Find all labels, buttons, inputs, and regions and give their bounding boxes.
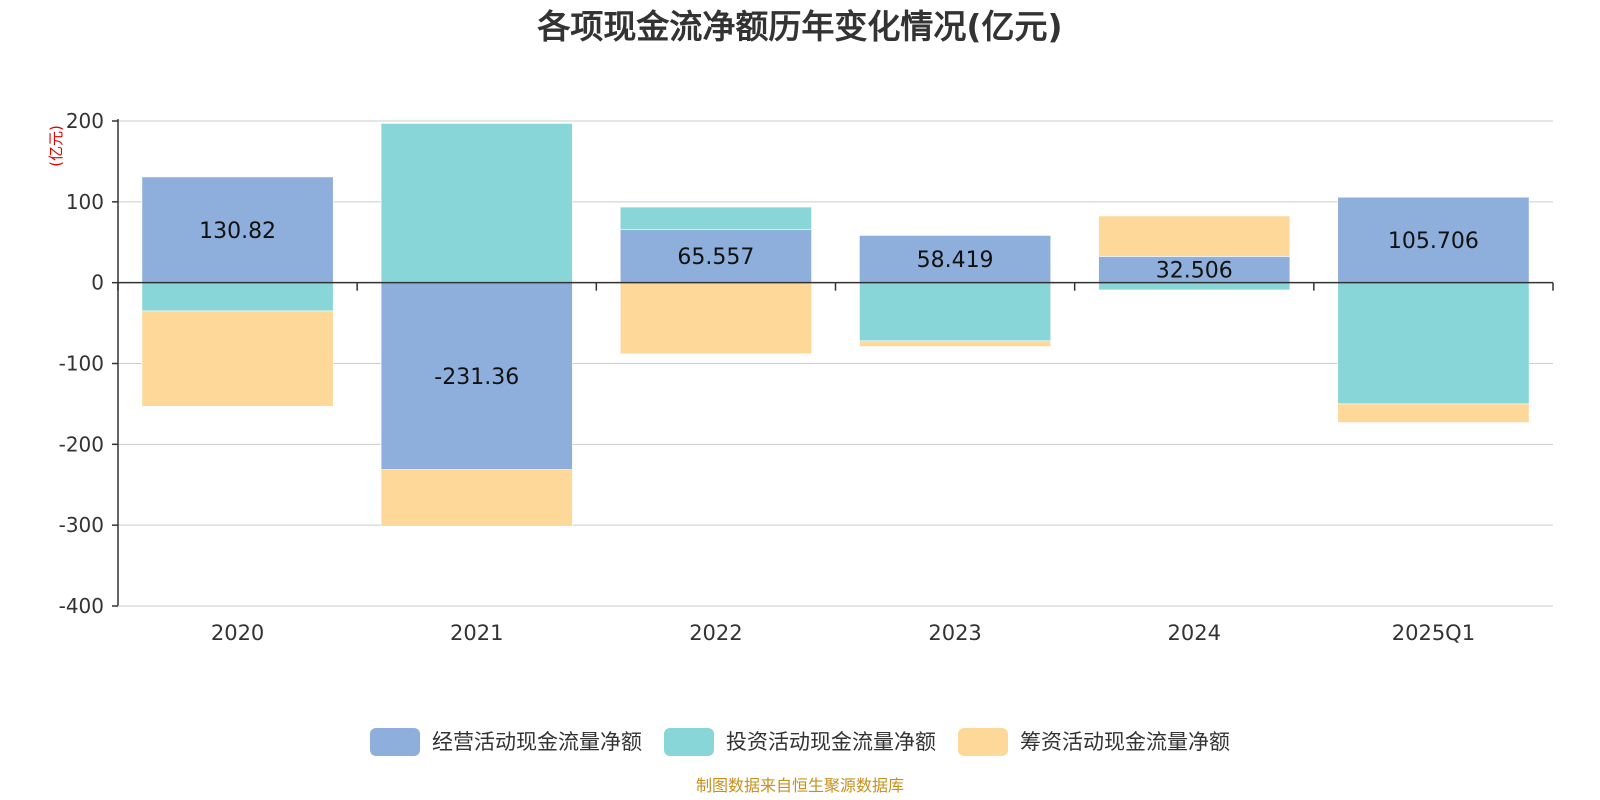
source-note: 制图数据来自恒生聚源数据库 <box>696 776 904 795</box>
bar-2021-series-2[interactable] <box>380 123 573 283</box>
bar-2023-series-3[interactable] <box>859 340 1052 347</box>
bars-group <box>141 123 1530 527</box>
data-label-2024: 32.506 <box>1156 259 1233 284</box>
bar-2020-series-1[interactable] <box>141 176 334 283</box>
bar-2022-series-2[interactable] <box>619 206 812 230</box>
bar-2025Q1-series-2[interactable] <box>1337 282 1530 405</box>
data-label-2020: 130.82 <box>199 219 276 244</box>
bar-2023-series-1[interactable] <box>859 235 1052 283</box>
legend-item-1[interactable]: 经营活动现金流量净额 <box>370 728 642 756</box>
legend-item-3[interactable]: 筹资活动现金流量净额 <box>958 728 1230 756</box>
y-tick-label: -300 <box>59 513 104 537</box>
x-tick-label: 2020 <box>211 621 264 645</box>
bar-2025Q1-series-3[interactable] <box>1337 403 1530 423</box>
legend-swatch <box>958 728 1008 756</box>
bar-2022-series-3[interactable] <box>619 282 812 355</box>
x-tick-labels: 2020 2021 2022 2023 2024 2025Q1 <box>211 621 1475 645</box>
bar-2020-series-3[interactable] <box>141 310 334 407</box>
y-tick-label: 200 <box>66 109 104 133</box>
x-tick-label: 2024 <box>1168 621 1221 645</box>
bar-2024-series-2[interactable] <box>1098 282 1291 291</box>
legend-item-2[interactable]: 投资活动现金流量净额 <box>664 728 936 756</box>
bar-2021-series-3[interactable] <box>380 469 573 527</box>
legend-label: 经营活动现金流量净额 <box>432 730 642 754</box>
bar-2025Q1-series-1[interactable] <box>1337 196 1530 283</box>
x-tick-label: 2025Q1 <box>1392 621 1475 645</box>
legend-swatch <box>664 728 714 756</box>
y-tick-label: -100 <box>59 352 104 376</box>
y-axis-unit-label: (亿元) <box>47 125 65 167</box>
legend-label: 投资活动现金流量净额 <box>726 730 936 754</box>
x-tick-label: 2021 <box>450 621 503 645</box>
y-tick-label: 100 <box>66 190 104 214</box>
y-tick-label: -400 <box>59 594 104 618</box>
data-label-2021: -231.36 <box>434 365 519 390</box>
bar-2022-series-1[interactable] <box>619 229 812 283</box>
data-label-2025Q1: 105.706 <box>1388 229 1479 254</box>
bar-2024-series-3[interactable] <box>1098 215 1291 257</box>
legend-swatch <box>370 728 420 756</box>
bar-2021-series-1[interactable] <box>380 282 573 470</box>
bar-2023-series-2[interactable] <box>859 282 1052 342</box>
y-tick-labels: 200 100 0 -100 -200 -300 -400 <box>59 109 104 618</box>
chart-title: 各项现金流净额历年变化情况(亿元) <box>536 7 1062 46</box>
y-tick-label: -200 <box>59 432 104 456</box>
data-labels: 130.82 -231.36 65.557 58.419 32.506 105.706 <box>199 219 1479 390</box>
data-label-2023: 58.419 <box>917 248 994 273</box>
y-tick-label: 0 <box>91 271 104 295</box>
bar-2024-series-1[interactable] <box>1098 256 1291 283</box>
legend[interactable]: 经营活动现金流量净额 投资活动现金流量净额 筹资活动现金流量净额 <box>370 728 1230 756</box>
legend-label: 筹资活动现金流量净额 <box>1020 730 1230 754</box>
x-tick-label: 2022 <box>689 621 742 645</box>
x-tick-label: 2023 <box>928 621 981 645</box>
data-label-2022: 65.557 <box>677 245 754 270</box>
bar-2020-series-2[interactable] <box>141 282 334 312</box>
axes <box>112 119 1554 607</box>
